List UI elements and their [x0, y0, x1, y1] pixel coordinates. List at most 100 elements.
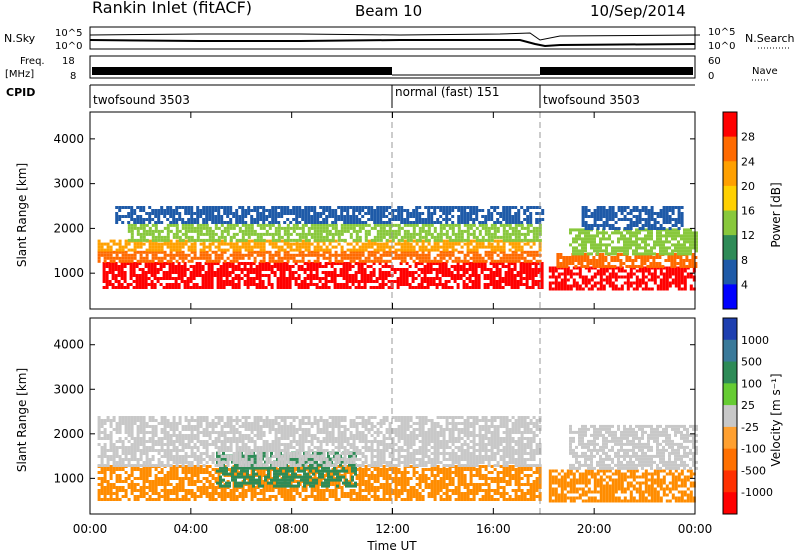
data-cell [241, 232, 245, 236]
data-cell [337, 206, 341, 209]
data-cell [484, 226, 488, 230]
data-cell [610, 265, 614, 268]
data-cell [492, 277, 496, 280]
data-cell [391, 212, 395, 215]
data-cell [136, 468, 140, 471]
data-cell [496, 206, 500, 209]
data-cell [181, 253, 185, 257]
y-tick-label: 2000 [53, 221, 84, 235]
data-cell [448, 235, 452, 239]
data-cell [551, 272, 555, 276]
data-cell [460, 238, 464, 242]
data-cell [271, 218, 275, 221]
data-cell [277, 256, 281, 260]
data-cell [241, 209, 245, 212]
data-cell [252, 271, 256, 274]
data-cell [169, 248, 173, 252]
data-cell [142, 480, 146, 483]
data-cell [367, 492, 371, 495]
data-cell [184, 206, 188, 209]
data-cell [316, 256, 320, 260]
data-cell [205, 221, 209, 224]
data-cell [294, 283, 298, 286]
data-cell [222, 283, 226, 286]
data-cell [505, 221, 509, 224]
data-cell [157, 492, 161, 495]
data-cell [409, 242, 413, 246]
data-cell [168, 262, 172, 265]
data-cell [150, 262, 154, 265]
data-cell [201, 265, 205, 268]
data-cell [133, 498, 137, 501]
data-cell [421, 468, 425, 471]
data-cell [268, 239, 272, 243]
data-cell [540, 274, 544, 277]
data-cell [507, 283, 511, 286]
data-cell [635, 218, 639, 221]
data-cell [342, 268, 346, 271]
data-cell [334, 489, 338, 492]
data-cell [363, 274, 367, 277]
data-cell [301, 215, 305, 218]
data-cell [232, 245, 236, 249]
data-cell [391, 477, 395, 480]
data-cell [526, 226, 530, 230]
data-cell [274, 215, 278, 218]
data-cell [394, 492, 398, 495]
data-cell [358, 489, 362, 492]
data-cell [581, 215, 585, 218]
data-cell [608, 209, 612, 212]
data-cell [382, 465, 386, 468]
data-cell [394, 253, 398, 257]
data-cell [638, 252, 641, 256]
data-cell [244, 245, 248, 249]
data-cell [674, 278, 678, 282]
data-cell [331, 495, 335, 498]
data-cell [448, 206, 452, 209]
data-cell [343, 238, 347, 242]
data-cell [462, 265, 466, 268]
data-cell [408, 286, 412, 289]
data-cell [100, 245, 104, 249]
data-cell [373, 223, 377, 227]
data-cell [259, 215, 263, 218]
data-cell [671, 231, 674, 235]
data-cell [507, 271, 511, 274]
data-cell [160, 471, 164, 474]
data-cell [508, 238, 512, 242]
data-cell [490, 238, 494, 242]
data-cell [385, 468, 389, 471]
data-cell [234, 286, 238, 289]
data-cell [406, 498, 410, 501]
data-cell [249, 277, 253, 280]
data-cell [325, 245, 329, 249]
data-cell [487, 238, 491, 242]
data-cell [442, 206, 446, 209]
data-cell [540, 286, 544, 289]
data-cell [472, 229, 476, 233]
data-cell [103, 477, 107, 480]
data-cell [100, 492, 104, 495]
data-cell [250, 226, 254, 230]
data-cell [436, 245, 440, 249]
data-cell [166, 471, 170, 474]
data-cell [466, 212, 470, 215]
data-cell [162, 277, 166, 280]
data-cell [232, 250, 236, 254]
data-cell [602, 221, 606, 224]
data-cell [313, 250, 317, 254]
data-cell [412, 221, 416, 224]
data-cell [286, 245, 290, 249]
data-cell [388, 248, 392, 252]
data-cell [611, 206, 615, 209]
data-cell [671, 237, 674, 241]
data-cell [644, 246, 647, 250]
data-cell [388, 492, 392, 495]
data-cell [502, 238, 506, 242]
data-cell [135, 286, 139, 289]
colorbar-tick-label: 28 [741, 131, 755, 144]
data-cell [156, 262, 160, 265]
data-cell [381, 286, 385, 289]
data-cell [199, 489, 203, 492]
